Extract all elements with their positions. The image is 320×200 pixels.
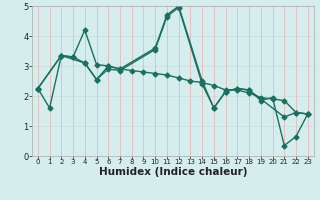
X-axis label: Humidex (Indice chaleur): Humidex (Indice chaleur) xyxy=(99,167,247,177)
